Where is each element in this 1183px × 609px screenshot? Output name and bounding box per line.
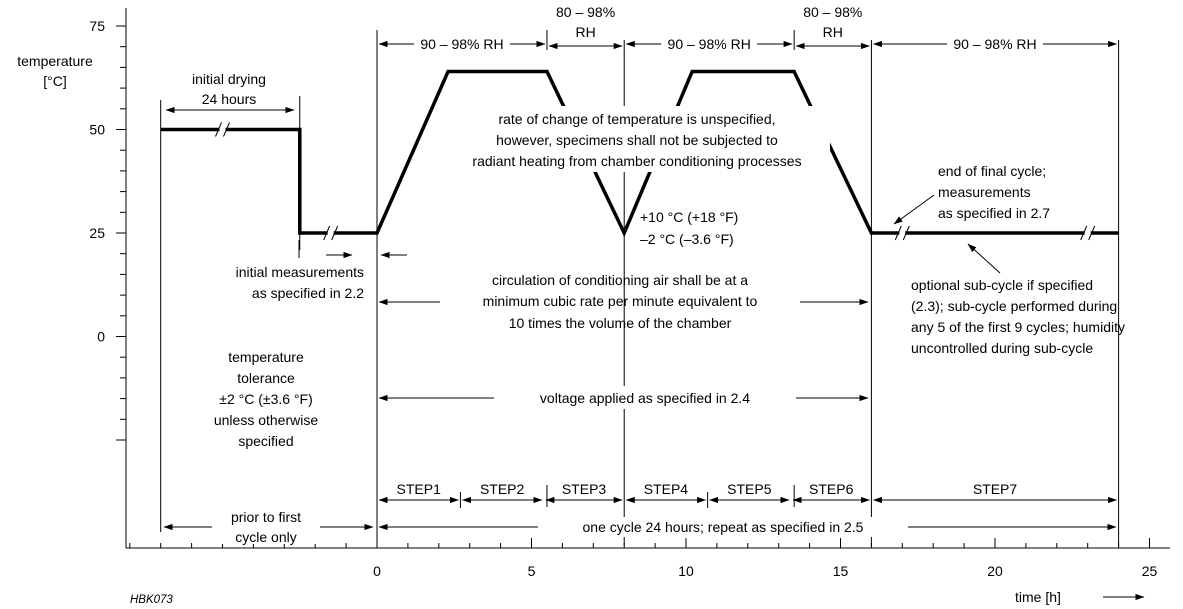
circulation-note: circulation of conditioning air shall be… (378, 272, 869, 331)
step-label: STEP1 (397, 481, 442, 497)
end-of-final-line-1: end of final cycle; (938, 163, 1046, 179)
rh-band-label: RH (575, 24, 595, 40)
rate-note-line-3: radiant heating from chamber conditionin… (472, 153, 801, 169)
one-cycle-mask (538, 517, 908, 537)
rh-band-label: 90 – 98% RH (668, 36, 751, 52)
x-axis-title: time [h] (1015, 589, 1061, 605)
break-mark (331, 225, 339, 241)
rh-band-mask (661, 31, 758, 53)
step-bands: STEP1 STEP2 STEP3 STEP4 STEP5 STEP6 STEP7 (378, 481, 1118, 504)
one-cycle-note: one cycle 24 hours; repeat as specified … (378, 517, 1117, 537)
prior-to-first-mask (212, 510, 320, 544)
end-of-final-cycle-note: end of final cycle; measurements as spec… (893, 163, 1050, 225)
step-label: STEP2 (480, 481, 525, 497)
phase-boundaries (160, 30, 1120, 546)
rh-band-label: 80 – 98% (556, 4, 615, 20)
break-mark (323, 225, 331, 241)
prior-to-first-note: prior to first cycle only (163, 509, 374, 545)
rate-note-line-2: however, specimens shall not be subjecte… (496, 132, 778, 148)
y-tick-label: 50 (89, 122, 105, 138)
y-axis-title-line-2: [°C] (43, 73, 67, 89)
break-mark (902, 225, 910, 241)
rate-note-background (443, 106, 830, 172)
end-of-final-arrow (893, 194, 935, 225)
rate-of-change-note: rate of change of temperature is unspeci… (472, 111, 801, 169)
x-axis-ticks: 0 5 10 15 20 25 (129, 538, 1158, 579)
break-mark-gap (219, 126, 226, 133)
temperature-tolerance-note: temperature tolerance ±2 °C (±3.6 °F) un… (214, 349, 318, 449)
x-tick-label: 25 (1142, 563, 1158, 579)
end-of-final-line-3: as specified in 2.7 (938, 205, 1050, 221)
rh-band-label: 90 – 98% RH (420, 36, 503, 52)
circulation-line-3: 10 times the volume of the chamber (509, 315, 732, 331)
optional-subcycle-line-3: any 5 of the first 9 cycles; humidity (911, 319, 1125, 335)
initial-measurements-note: initial measurements as specified in 2.2 (236, 251, 407, 301)
break-mark (1080, 225, 1088, 241)
one-cycle-label: one cycle 24 hours; repeat as specified … (583, 519, 864, 535)
voltage-label-mask (494, 387, 796, 409)
rh-band-label: 80 – 98% (803, 4, 862, 20)
tolerance-line-4: unless otherwise (214, 412, 318, 428)
initial-measurements-line-1: initial measurements (236, 264, 364, 280)
tolerance-line-3: ±2 °C (±3.6 °F) (219, 391, 312, 407)
initial-drying-line-2: 24 hours (202, 91, 256, 107)
tolerance-line-5: specified (238, 433, 293, 449)
prior-to-first-line-2: cycle only (235, 529, 296, 545)
break-mark-gap (1084, 230, 1091, 236)
step-label: STEP4 (644, 481, 689, 497)
end-of-final-line-2: measurements (938, 184, 1031, 200)
dip-tolerance-line-1: +10 °C (+18 °F) (640, 209, 738, 225)
break-mark-gap (327, 230, 334, 236)
step-label: STEP3 (562, 481, 607, 497)
initial-drying-line-1: initial drying (192, 71, 266, 87)
rh-band-label: RH (823, 24, 843, 40)
break-mark (1088, 225, 1096, 241)
y-tick-label: 75 (89, 18, 105, 34)
prior-to-first-line-1: prior to first (231, 509, 301, 525)
y-axis-ticks: 0 25 50 75 (89, 18, 126, 441)
dip-tolerance-note: +10 °C (+18 °F) –2 °C (–3.6 °F) (640, 209, 738, 247)
x-tick-label: 20 (987, 563, 1003, 579)
break-mark (223, 122, 230, 137)
optional-subcycle-line-1: optional sub-cycle if specified (911, 277, 1093, 293)
rate-note-line-1: rate of change of temperature is unspeci… (498, 111, 775, 127)
rh-band-label: 90 – 98% RH (953, 36, 1036, 52)
break-mark (215, 122, 222, 137)
tolerance-line-1: temperature (228, 349, 304, 365)
break-mark-gap (899, 230, 906, 236)
x-tick-label: 5 (528, 563, 536, 579)
x-tick-label: 15 (833, 563, 849, 579)
step-label: STEP7 (973, 481, 1018, 497)
break-marks (215, 122, 1096, 241)
x-tick-label: 10 (678, 563, 694, 579)
break-mark (894, 225, 902, 241)
dip-tolerance-line-2: –2 °C (–3.6 °F) (640, 231, 734, 247)
rh-band-mask (947, 31, 1043, 53)
rh-band-mask (414, 31, 510, 53)
y-tick-label: 25 (89, 225, 105, 241)
optional-subcycle-arrow (967, 243, 1001, 274)
x-tick-label: 0 (373, 563, 381, 579)
circulation-line-2: minimum cubic rate per minute equivalent… (483, 293, 758, 309)
initial-drying-note: initial drying 24 hours (165, 71, 295, 114)
figure-id-label: HBK073 (130, 594, 173, 606)
step-label: STEP5 (727, 481, 772, 497)
initial-measurements-line-2: as specified in 2.2 (252, 285, 364, 301)
optional-subcycle-line-4: uncontrolled during sub-cycle (911, 340, 1093, 356)
step-label: STEP6 (809, 481, 854, 497)
optional-subcycle-note: optional sub-cycle if specified (2.3); s… (911, 243, 1125, 356)
circulation-line-1: circulation of conditioning air shall be… (492, 272, 748, 288)
humidity-bands: 90 – 98% RH 80 – 98% RH 90 – 98% RH 80 – 98%… (378, 4, 1118, 53)
voltage-note: voltage applied as specified in 2.4 (378, 386, 869, 409)
y-axis-title-line-1: temperature (17, 53, 93, 69)
optional-subcycle-line-2: (2.3); sub-cycle performed during (911, 298, 1117, 314)
y-tick-label: 0 (97, 329, 105, 345)
voltage-label: voltage applied as specified in 2.4 (540, 390, 750, 406)
tolerance-line-2: tolerance (237, 370, 295, 386)
